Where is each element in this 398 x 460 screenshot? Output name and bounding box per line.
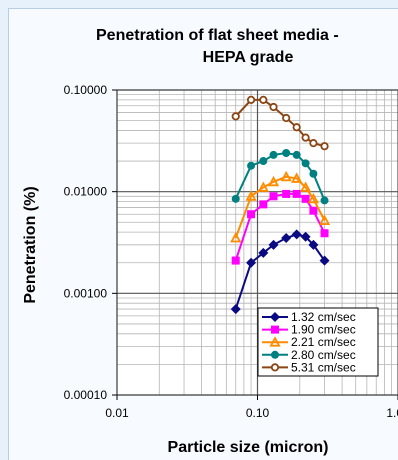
legend-swatch-marker bbox=[269, 311, 281, 323]
legend-swatch-marker bbox=[271, 325, 279, 334]
y-tick-label: 0.00010 bbox=[64, 388, 108, 402]
data-point bbox=[301, 159, 310, 168]
data-point bbox=[300, 181, 312, 192]
data-point bbox=[282, 113, 291, 123]
data-point bbox=[257, 181, 269, 192]
legend-entry-label: 1.90 cm/sec bbox=[291, 323, 356, 337]
data-point bbox=[280, 170, 292, 182]
y-tick-label: 0.10000 bbox=[64, 83, 108, 97]
data-point bbox=[268, 239, 279, 250]
data-point bbox=[259, 157, 268, 166]
data-point bbox=[309, 169, 318, 178]
data-point bbox=[301, 133, 310, 142]
legend-entry-label: 1.32 cm/sec bbox=[291, 310, 356, 324]
data-point bbox=[309, 206, 318, 215]
data-point bbox=[309, 139, 318, 148]
legend-swatch-marker bbox=[269, 336, 281, 347]
data-point bbox=[308, 239, 319, 250]
data-point bbox=[246, 95, 256, 104]
data-point bbox=[230, 304, 241, 315]
data-point bbox=[269, 102, 278, 112]
data-point bbox=[230, 232, 242, 243]
chart-subtitle: HEPA grade bbox=[203, 49, 294, 66]
data-point bbox=[291, 172, 303, 183]
data-point bbox=[247, 210, 256, 219]
data-point bbox=[320, 142, 329, 151]
data-point bbox=[259, 200, 268, 209]
data-point bbox=[247, 161, 256, 170]
data-point bbox=[258, 247, 269, 258]
data-point bbox=[259, 95, 268, 104]
data-point bbox=[318, 214, 331, 225]
legend-swatch-marker bbox=[271, 350, 279, 359]
data-point bbox=[282, 189, 291, 198]
y-tick-label: 0.00100 bbox=[64, 286, 108, 300]
data-point bbox=[245, 190, 257, 201]
data-point bbox=[292, 189, 301, 198]
legend-swatch-marker bbox=[270, 363, 280, 372]
data-point bbox=[292, 123, 301, 132]
data-point bbox=[231, 112, 240, 121]
series-line bbox=[234, 175, 326, 239]
plot-area: 0.01 0.10 1.00 0.00010 0.00100 0.01000 0.10000… bbox=[64, 83, 398, 420]
legend-entry-label: 2.21 cm/sec bbox=[291, 335, 356, 349]
data-point bbox=[282, 149, 291, 158]
x-tick-label: 1.00 bbox=[386, 406, 398, 420]
data-point bbox=[231, 194, 240, 203]
data-point bbox=[307, 192, 320, 204]
data-point bbox=[301, 194, 310, 203]
data-point bbox=[267, 175, 280, 187]
data-point bbox=[269, 192, 278, 201]
y-axis-label: Penetration (%) bbox=[22, 186, 39, 303]
y-tick-label: 0.01000 bbox=[64, 185, 108, 199]
data-point bbox=[292, 150, 301, 159]
data-point bbox=[291, 229, 302, 240]
data-point bbox=[300, 231, 311, 242]
x-axis-label: Particle size (micron) bbox=[168, 439, 329, 456]
data-point bbox=[231, 256, 240, 265]
plot-border bbox=[116, 89, 398, 396]
data-point bbox=[320, 196, 329, 205]
data-point bbox=[269, 150, 278, 159]
data-point bbox=[281, 233, 292, 244]
data-point bbox=[319, 255, 330, 266]
data-point bbox=[320, 229, 329, 238]
legend-entry-label: 2.80 cm/sec bbox=[291, 348, 356, 362]
chart-title: Penetration of flat sheet media - bbox=[96, 27, 339, 44]
data-point bbox=[246, 257, 257, 268]
legend-entry-label: 5.31 cm/sec bbox=[291, 360, 356, 374]
x-tick-label: 0.10 bbox=[246, 406, 270, 420]
x-tick-label: 0.01 bbox=[105, 406, 129, 420]
